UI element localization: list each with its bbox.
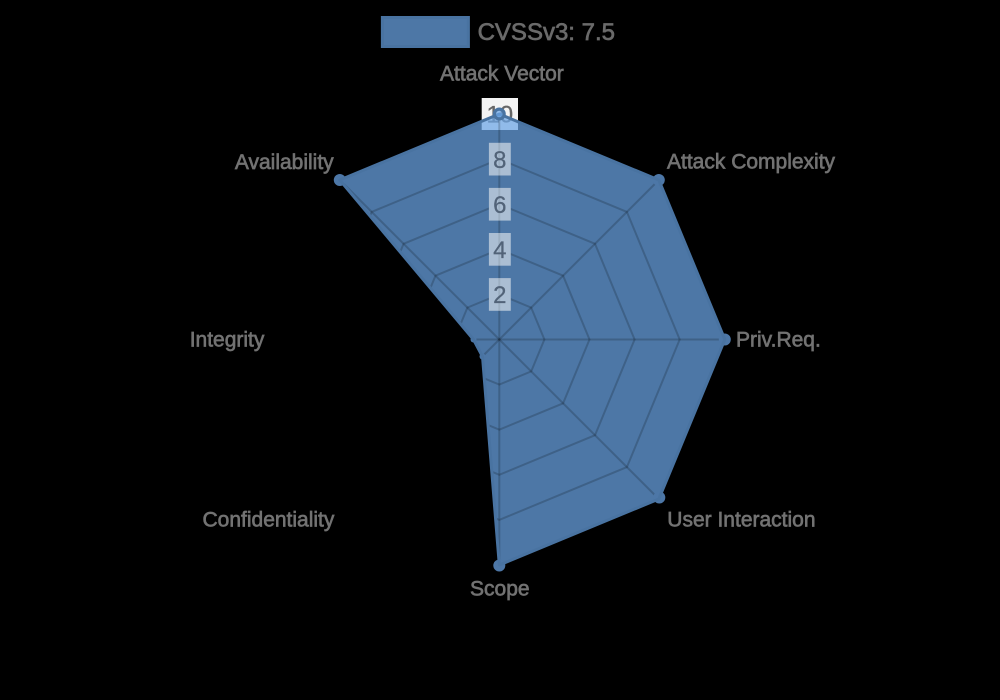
svg-text:2: 2 (493, 282, 506, 309)
svg-text:Availability: Availability (235, 151, 334, 174)
svg-text:Attack Complexity: Attack Complexity (667, 151, 836, 174)
svg-text:Attack Vector: Attack Vector (440, 63, 564, 86)
svg-text:Priv.Req.: Priv.Req. (736, 329, 821, 352)
svg-text:6: 6 (493, 192, 506, 219)
svg-text:CVSSv3: 7.5: CVSSv3: 7.5 (478, 19, 615, 46)
svg-text:4: 4 (493, 237, 506, 264)
svg-text:Scope: Scope (470, 578, 530, 601)
svg-text:User Interaction: User Interaction (667, 508, 815, 531)
svg-text:Integrity: Integrity (190, 329, 265, 352)
svg-text:8: 8 (493, 147, 506, 174)
svg-text:Confidentiality: Confidentiality (202, 509, 334, 532)
